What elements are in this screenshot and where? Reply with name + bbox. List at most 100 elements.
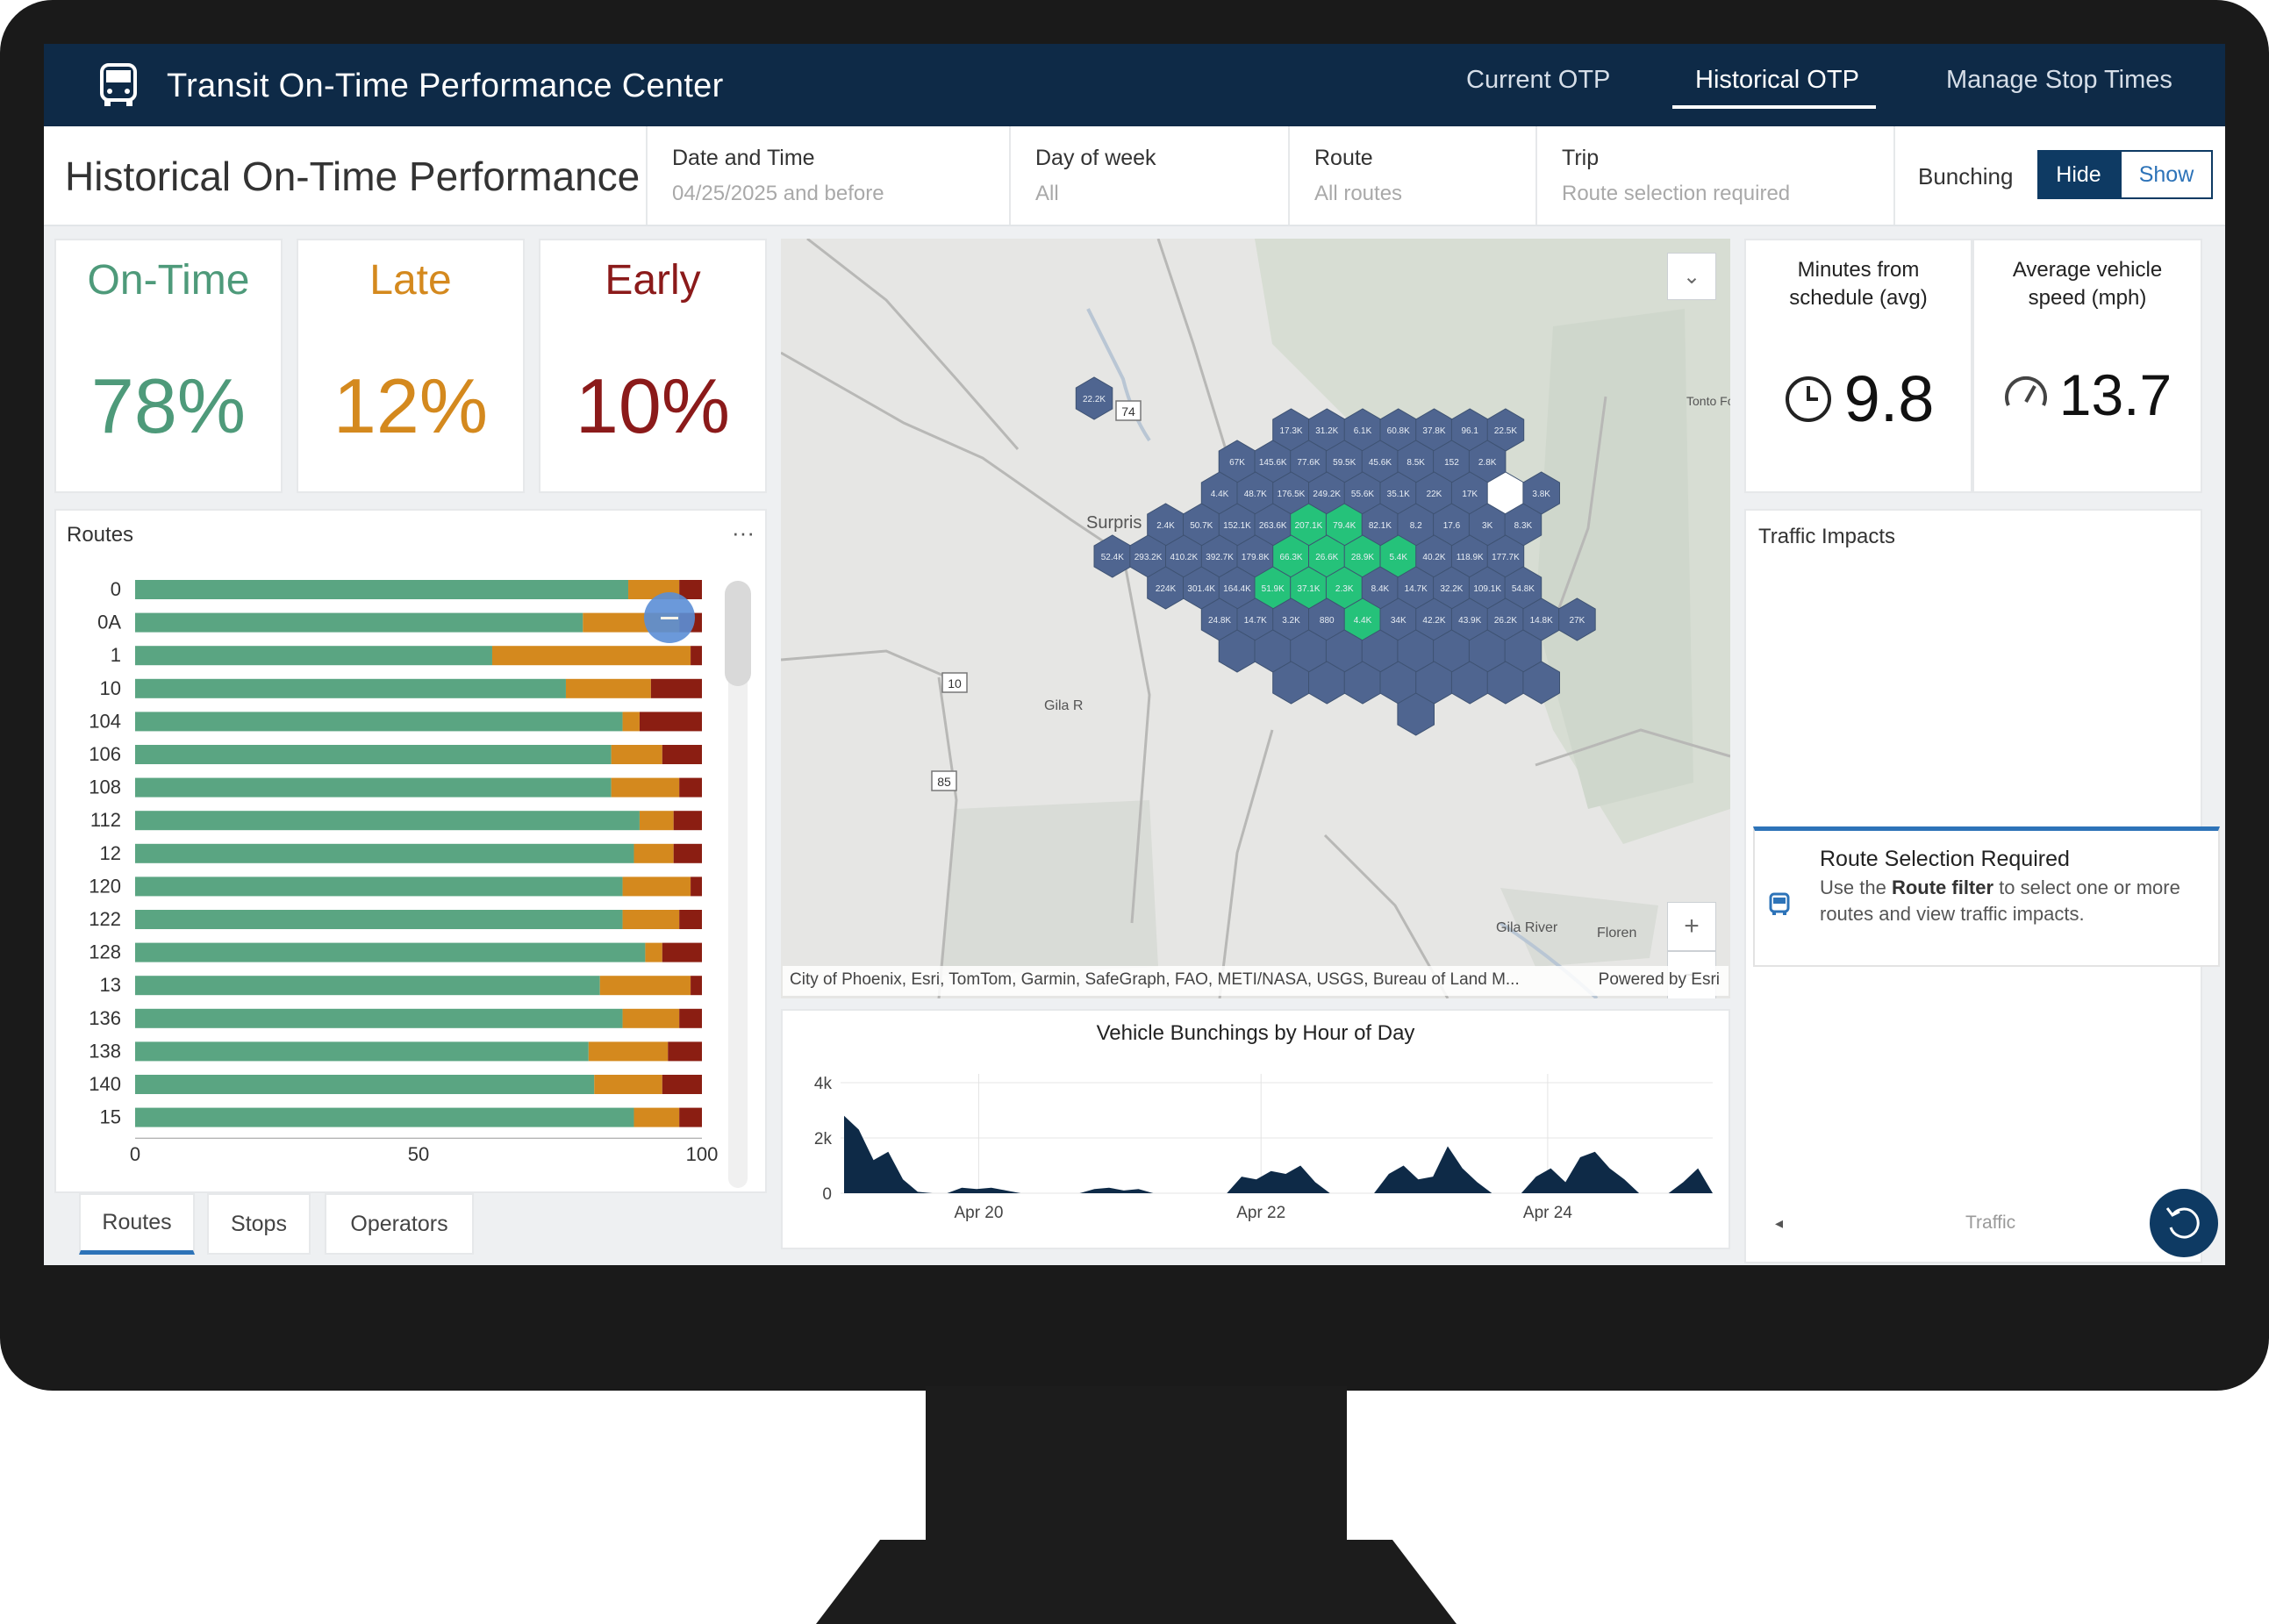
hex-bin-label: 293.2K	[1134, 553, 1163, 562]
monitor-stand-neck	[926, 1386, 1347, 1544]
route-bar-segment	[611, 745, 662, 764]
hex-bin-label: 55.6K	[1351, 490, 1374, 499]
page-title: Historical On-Time Performance	[65, 154, 641, 199]
filter-label: Route	[1314, 146, 1373, 170]
route-label: 122	[89, 908, 121, 930]
hex-bin-label: 177.7K	[1492, 553, 1520, 562]
route-bar-segment	[135, 942, 646, 962]
hex-bin-label: 22.5K	[1494, 426, 1517, 436]
metric-card-minutes: Minutes from schedule (avg) 9.8	[1744, 239, 1972, 493]
route-bar-segment	[673, 843, 702, 863]
routes-panel-title: Routes	[67, 523, 134, 547]
hex-bin-label: 31.2K	[1315, 426, 1338, 436]
bunching-label: Bunching	[1918, 163, 2014, 190]
hex-bin-label: 4.4K	[1354, 616, 1372, 626]
filter-trip[interactable]: Trip Route selection required	[1535, 126, 1893, 225]
hex-bin-label: 301.4K	[1187, 584, 1215, 594]
route-label: 10	[100, 677, 121, 699]
hex-bin-label: 8.2	[1410, 521, 1422, 531]
route-label: 0A	[97, 612, 121, 633]
route-label: 112	[90, 809, 121, 831]
route-bar-segment	[639, 712, 702, 732]
route-bar-segment	[662, 745, 702, 764]
filter-date-time[interactable]: Date and Time 04/25/2025 and before	[646, 126, 1009, 225]
route-label: 13	[100, 974, 121, 996]
tab-routes[interactable]: Routes	[79, 1193, 195, 1255]
kpi-value: 10%	[575, 362, 731, 449]
metric-value-row: 13.7	[1974, 361, 2201, 428]
hex-bin-label: 22K	[1427, 490, 1442, 499]
route-bar-segment	[679, 580, 702, 599]
chart-scrollbar[interactable]	[728, 583, 748, 1188]
route-bar-segment	[565, 678, 651, 698]
road-line	[781, 649, 948, 679]
route-bar-segment	[491, 646, 691, 666]
road-line	[1218, 729, 1274, 998]
hex-bin-label: 48.7K	[1244, 490, 1267, 499]
hex-bin-label: 26.6K	[1315, 553, 1338, 562]
hex-bin-label: 37.8K	[1422, 426, 1445, 436]
hex-bin-label: 27K	[1570, 616, 1585, 626]
road-line	[1551, 396, 1607, 626]
route-bar-segment	[650, 678, 702, 698]
route-label: 138	[89, 1040, 121, 1062]
hex-bin	[1075, 376, 1113, 420]
nav-manage-stop-times[interactable]: Manage Stop Times	[1946, 66, 2172, 94]
place-label: Floren	[1597, 926, 1636, 941]
route-bar-segment	[633, 1107, 680, 1127]
hex-bin-label: 51.9K	[1262, 584, 1285, 594]
hex-bin-label: 3.2K	[1282, 616, 1300, 626]
hex-bin-label: 410.2K	[1170, 553, 1198, 562]
hex-bin-label: 60.8K	[1387, 426, 1410, 436]
place-label: Gila River	[1496, 920, 1558, 935]
nav-active-indicator	[1672, 105, 1876, 109]
nav-historical-otp[interactable]: Historical OTP	[1695, 66, 1859, 94]
hex-bin-label: 66.3K	[1279, 553, 1302, 562]
bunching-show-button[interactable]: Show	[2120, 150, 2213, 199]
hex-bin-label: 249.2K	[1313, 490, 1341, 499]
route-bar-segment	[691, 646, 702, 666]
zoom-minus-handle[interactable]	[644, 592, 695, 643]
powered-by-esri[interactable]: Powered by Esri	[1598, 970, 1720, 989]
caret-left-icon[interactable]: ◂	[1775, 1214, 1784, 1232]
hex-bin-label: 14.8K	[1530, 616, 1553, 626]
road-line	[781, 351, 1124, 556]
metric-label: Average vehicle speed (mph)	[2012, 258, 2163, 310]
filter-day-of-week[interactable]: Day of week All	[1009, 126, 1288, 225]
route-label: 104	[89, 710, 121, 732]
filter-route[interactable]: Route All routes	[1288, 126, 1535, 225]
more-options-icon[interactable]: ···	[732, 519, 755, 546]
road-line	[806, 239, 1020, 450]
hex-bin-label: 152	[1444, 458, 1459, 468]
route-bar-segment	[135, 910, 623, 929]
hex-bin-label: 77.6K	[1297, 458, 1320, 468]
route-label: 120	[89, 875, 121, 897]
tab-stops[interactable]: Stops	[207, 1193, 311, 1255]
zoom-in-button[interactable]: +	[1667, 902, 1716, 951]
map-canvas[interactable]: 74 10 85 Surpris Gila R Gila River Floren Tonto…	[781, 239, 1730, 998]
y-tick-label: 0	[822, 1185, 832, 1204]
hex-bin-label: 37.1K	[1297, 584, 1320, 594]
bunching-hide-button[interactable]: Hide	[2037, 150, 2120, 199]
hex-bin-label: 43.9K	[1458, 616, 1481, 626]
layer-list-button[interactable]: ⌄	[1667, 253, 1716, 300]
nav-current-otp[interactable]: Current OTP	[1466, 66, 1611, 94]
road-shield	[941, 672, 968, 693]
route-label: 15	[100, 1106, 121, 1128]
tab-operators[interactable]: Operators	[325, 1193, 474, 1255]
route-bar-segment	[679, 1107, 702, 1127]
hex-bin-label: 50.7K	[1190, 521, 1213, 531]
hex-bin	[1522, 661, 1560, 705]
route-label: 128	[89, 941, 121, 963]
hex-bin-label: 207.1K	[1295, 521, 1323, 531]
hex-bin-label: 59.5K	[1333, 458, 1356, 468]
route-bar-segment	[622, 876, 691, 897]
route-bar-segment	[135, 1041, 589, 1062]
kpi-title: Early	[605, 257, 701, 304]
chart-scrollbar-thumb[interactable]	[725, 581, 751, 686]
hex-bin-label: 224K	[1156, 584, 1177, 594]
map-view[interactable]: 74 10 85 Surpris Gila R Gila River Floren Tonto…	[781, 239, 1730, 998]
refresh-button[interactable]	[2150, 1189, 2218, 1257]
hex-bin-label: 14.7K	[1405, 584, 1428, 594]
route-bar-segment	[135, 678, 566, 698]
